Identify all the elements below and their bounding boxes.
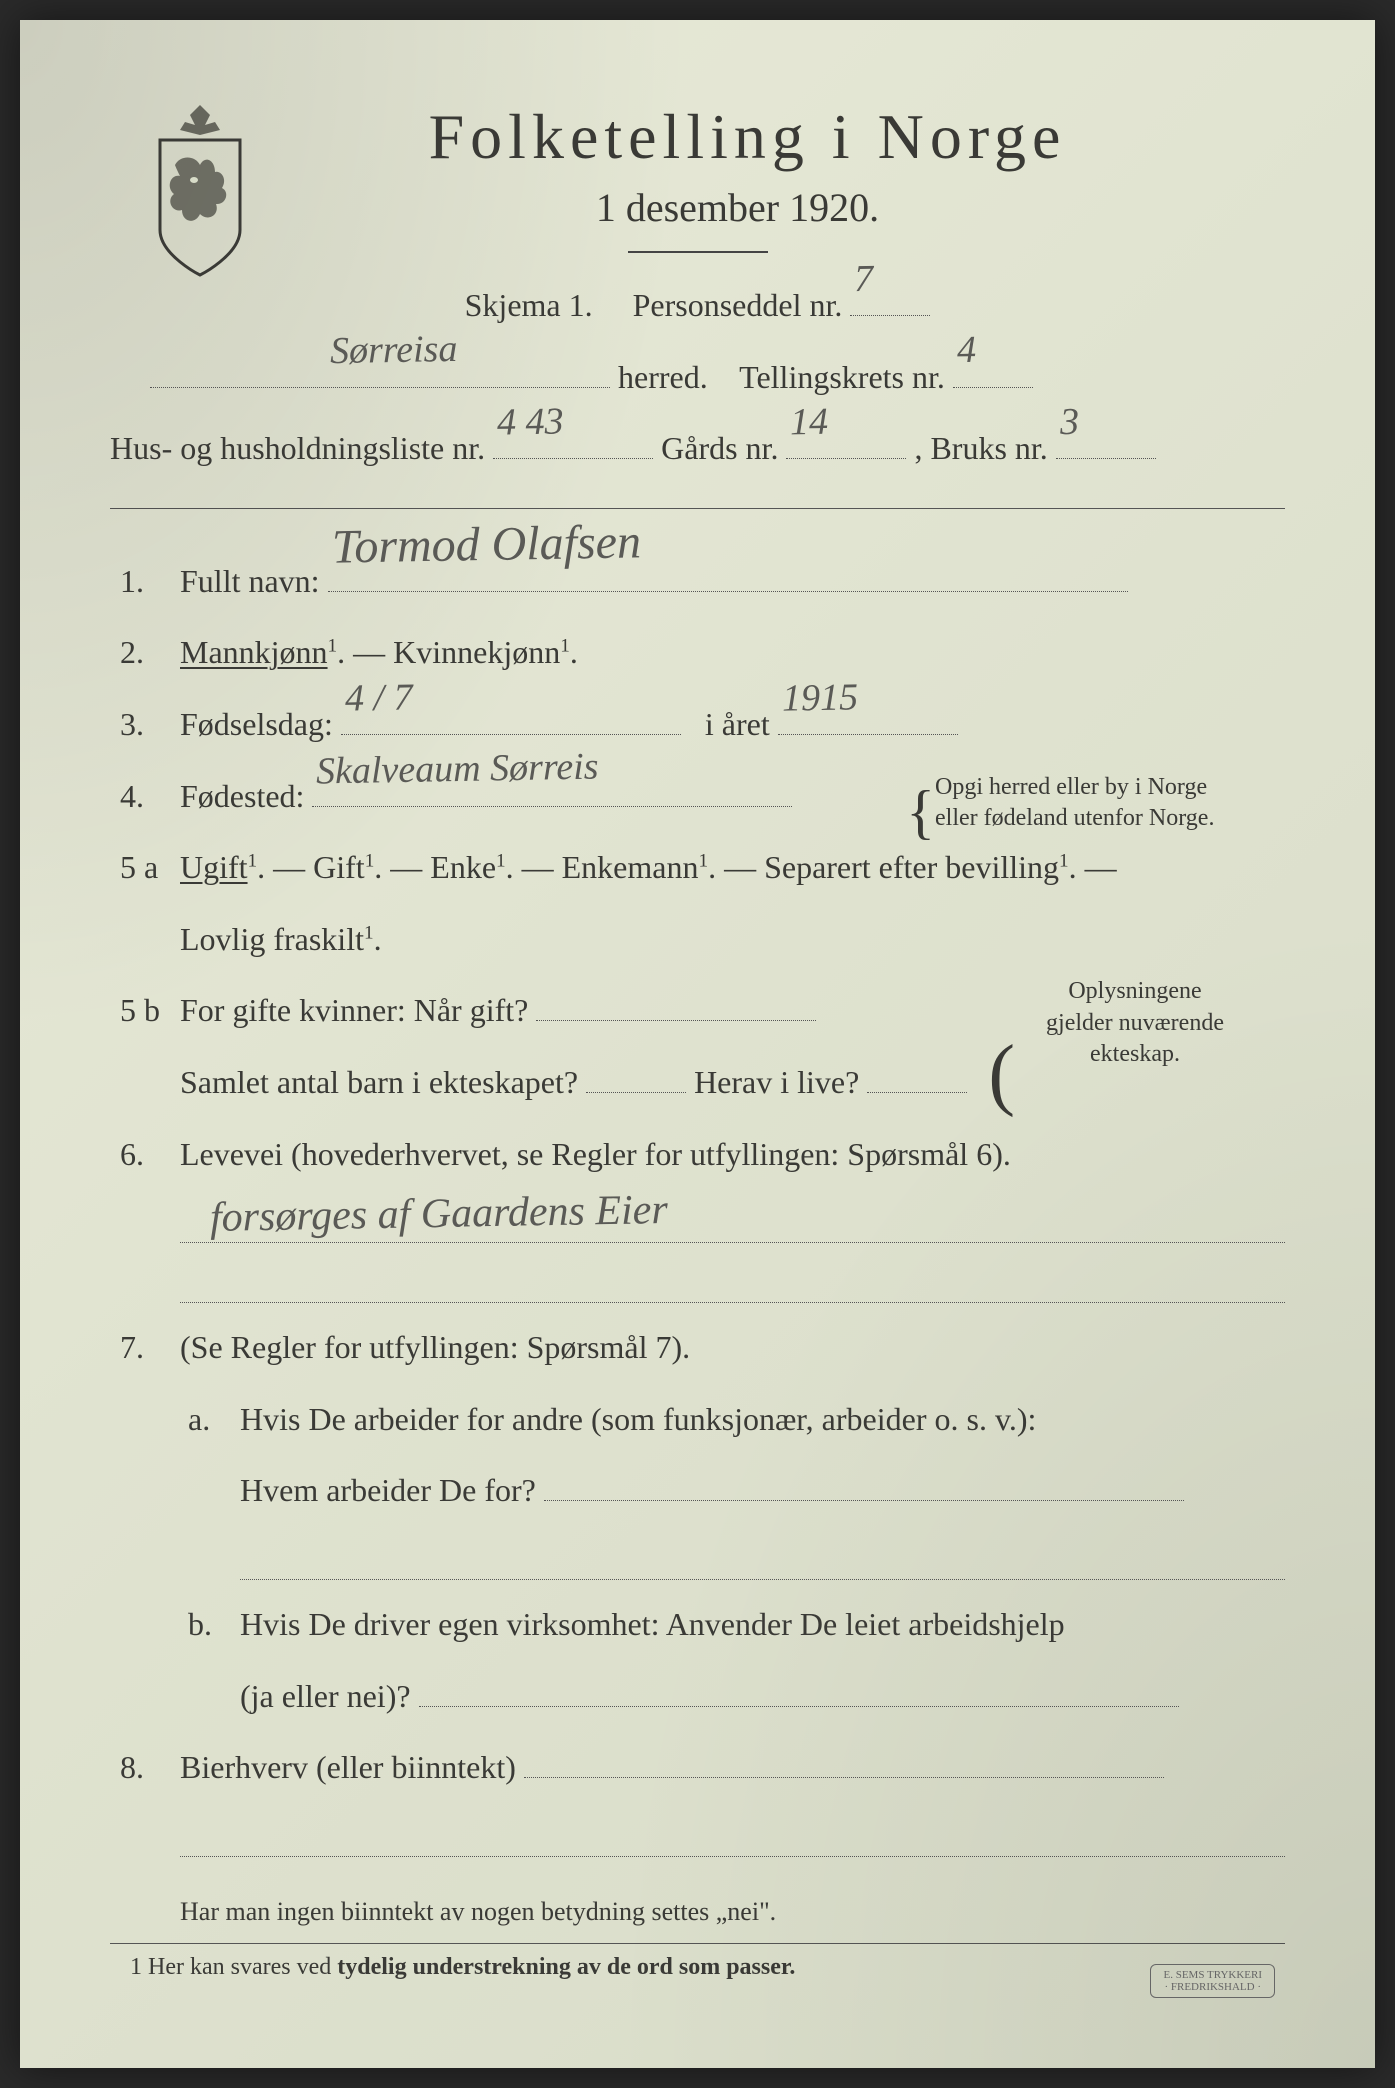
q1-label: Fullt navn:	[180, 563, 320, 599]
footnote: 1 Her kan svares ved tydelig understrekn…	[110, 1954, 1285, 1981]
q5a-line: 5 a Ugift1. — Gift1. — Enke1. — Enkemann…	[110, 839, 1285, 897]
q7-label: (Se Regler for utfyllingen: Spørsmål 7).	[180, 1329, 690, 1365]
q7a-answer-line	[240, 1536, 1285, 1580]
q3-label: Fødselsdag:	[180, 706, 333, 742]
document-date: 1 desember 1920.	[190, 184, 1285, 231]
q6-label: Levevei (hovederhvervet, se Regler for u…	[180, 1136, 1011, 1172]
q4-note: Opgi herred eller by i Norge eller fødel…	[935, 772, 1275, 834]
q1-num: 1.	[120, 553, 144, 611]
personseddel-label: Personseddel nr.	[633, 287, 843, 323]
personseddel-nr: 7	[854, 244, 874, 313]
q5a-opt0: Ugift	[180, 849, 248, 885]
q8-num: 8.	[120, 1739, 144, 1797]
q3-day: 4 / 7	[344, 663, 413, 733]
q7b-l1: Hvis De driver egen virksomhet: Anvender…	[240, 1606, 1065, 1642]
q5a-opt4: Separert efter bevilling	[764, 849, 1059, 885]
q3-line: 3. Fødselsdag: 4 / 7 i året 1915	[110, 696, 1285, 754]
q5a-opt2: Enke	[430, 849, 496, 885]
husliste-label: Hus- og husholdningsliste nr.	[110, 430, 485, 466]
q5b-line1: 5 b For gifte kvinner: Når gift? ( Oplys…	[110, 982, 1285, 1040]
q5a-line2: Lovlig fraskilt1.	[110, 911, 1285, 969]
q1-value: Tormod Olafsen	[331, 500, 641, 592]
q7-line: 7. (Se Regler for utfyllingen: Spørsmål …	[110, 1319, 1285, 1377]
q2-kvinne: Kvinnekjønn	[393, 634, 560, 670]
q3-year-label: i året	[705, 706, 770, 742]
q7b-line1: b. Hvis De driver egen virksomhet: Anven…	[110, 1596, 1285, 1654]
q6-answer-line: forsørges af Gaardens Eier	[180, 1199, 1285, 1243]
tellingskrets-label: Tellingskrets nr.	[739, 359, 945, 395]
footer-note: Har man ingen biinntekt av nogen betydni…	[110, 1897, 1285, 1927]
husliste-line: Hus- og husholdningsliste nr. 4 43 Gårds…	[110, 420, 1285, 478]
q8-label: Bierhverv (eller biinntekt)	[180, 1749, 516, 1785]
title-divider	[628, 251, 768, 253]
q5b-line2: Samlet antal barn i ekteskapet? Herav i …	[110, 1054, 1285, 1112]
q7b-line2: (ja eller nei)?	[110, 1668, 1285, 1726]
q5b-l2b: Herav i live?	[694, 1064, 859, 1100]
q5a-num: 5 a	[120, 839, 158, 897]
questions-section: 1. Fullt navn: Tormod Olafsen 2. Mannkjø…	[110, 508, 1285, 1981]
q5b-l1: For gifte kvinner: Når gift?	[180, 992, 528, 1028]
coat-of-arms-icon	[140, 100, 260, 280]
q8-line: 8. Bierhverv (eller biinntekt)	[110, 1739, 1285, 1797]
q7b-l2: (ja eller nei)?	[240, 1678, 411, 1714]
q5a-opt3: Enkemann	[562, 849, 699, 885]
q7a-l2: Hvem arbeider De for?	[240, 1472, 536, 1508]
q1-line: 1. Fullt navn: Tormod Olafsen	[110, 553, 1285, 611]
husliste-nr: 4 43	[497, 387, 565, 457]
q2-num: 2.	[120, 624, 144, 682]
q8-answer-line	[180, 1813, 1285, 1857]
q6-num: 6.	[120, 1126, 144, 1184]
document-title: Folketelling i Norge	[210, 100, 1285, 174]
bruks-nr: 3	[1059, 388, 1079, 457]
q4-value: Skalveaum Sørreis	[316, 733, 600, 806]
gards-nr: 14	[790, 387, 829, 456]
q5b-l2a: Samlet antal barn i ekteskapet?	[180, 1064, 578, 1100]
q7a-sub: a.	[188, 1391, 210, 1449]
printer-stamp: E. SEMS TRYKKERI · FREDRIKSHALD ·	[1150, 1964, 1275, 1998]
q5a-opt1: Gift	[313, 849, 365, 885]
q4-num: 4.	[120, 768, 144, 826]
q7b-sub: b.	[188, 1596, 212, 1654]
q7a-line1: a. Hvis De arbeider for andre (som funks…	[110, 1391, 1285, 1449]
footer-divider	[110, 1943, 1285, 1944]
skjema-label: Skjema 1.	[465, 287, 593, 323]
skjema-line: Skjema 1. Personseddel nr. 7	[110, 277, 1285, 335]
q2-mann: Mannkjønn	[180, 634, 328, 670]
q7a-line2: Hvem arbeider De for?	[110, 1462, 1285, 1520]
q7-num: 7.	[120, 1319, 144, 1377]
gards-label: Gårds nr.	[661, 430, 778, 466]
herred-label: herred.	[618, 359, 708, 395]
q5a-last: Lovlig fraskilt	[180, 921, 364, 957]
bruks-label: , Bruks nr.	[914, 430, 1047, 466]
q4-label: Fødested:	[180, 778, 304, 814]
document-header: Folketelling i Norge 1 desember 1920. Sk…	[110, 100, 1285, 478]
q3-num: 3.	[120, 696, 144, 754]
q2-line: 2. Mannkjønn1. — Kvinnekjønn1.	[110, 624, 1285, 682]
census-document: Folketelling i Norge 1 desember 1920. Sk…	[20, 20, 1375, 2068]
q6-value: forsørges af Gaardens Eier	[210, 1186, 668, 1242]
q7a-l1: Hvis De arbeider for andre (som funksjon…	[240, 1401, 1036, 1437]
q5b-num: 5 b	[120, 982, 160, 1040]
herred-line: Sørreisa herred. Tellingskrets nr. 4	[110, 349, 1285, 407]
q6-line: 6. Levevei (hovederhvervet, se Regler fo…	[110, 1126, 1285, 1184]
tellingskrets-nr: 4	[956, 316, 976, 385]
q6-answer-line2	[180, 1259, 1285, 1303]
q3-year: 1915	[781, 663, 858, 733]
q4-line: 4. Fødested: Skalveaum Sørreis { Opgi he…	[110, 768, 1285, 826]
herred-value: Sørreisa	[329, 315, 458, 386]
